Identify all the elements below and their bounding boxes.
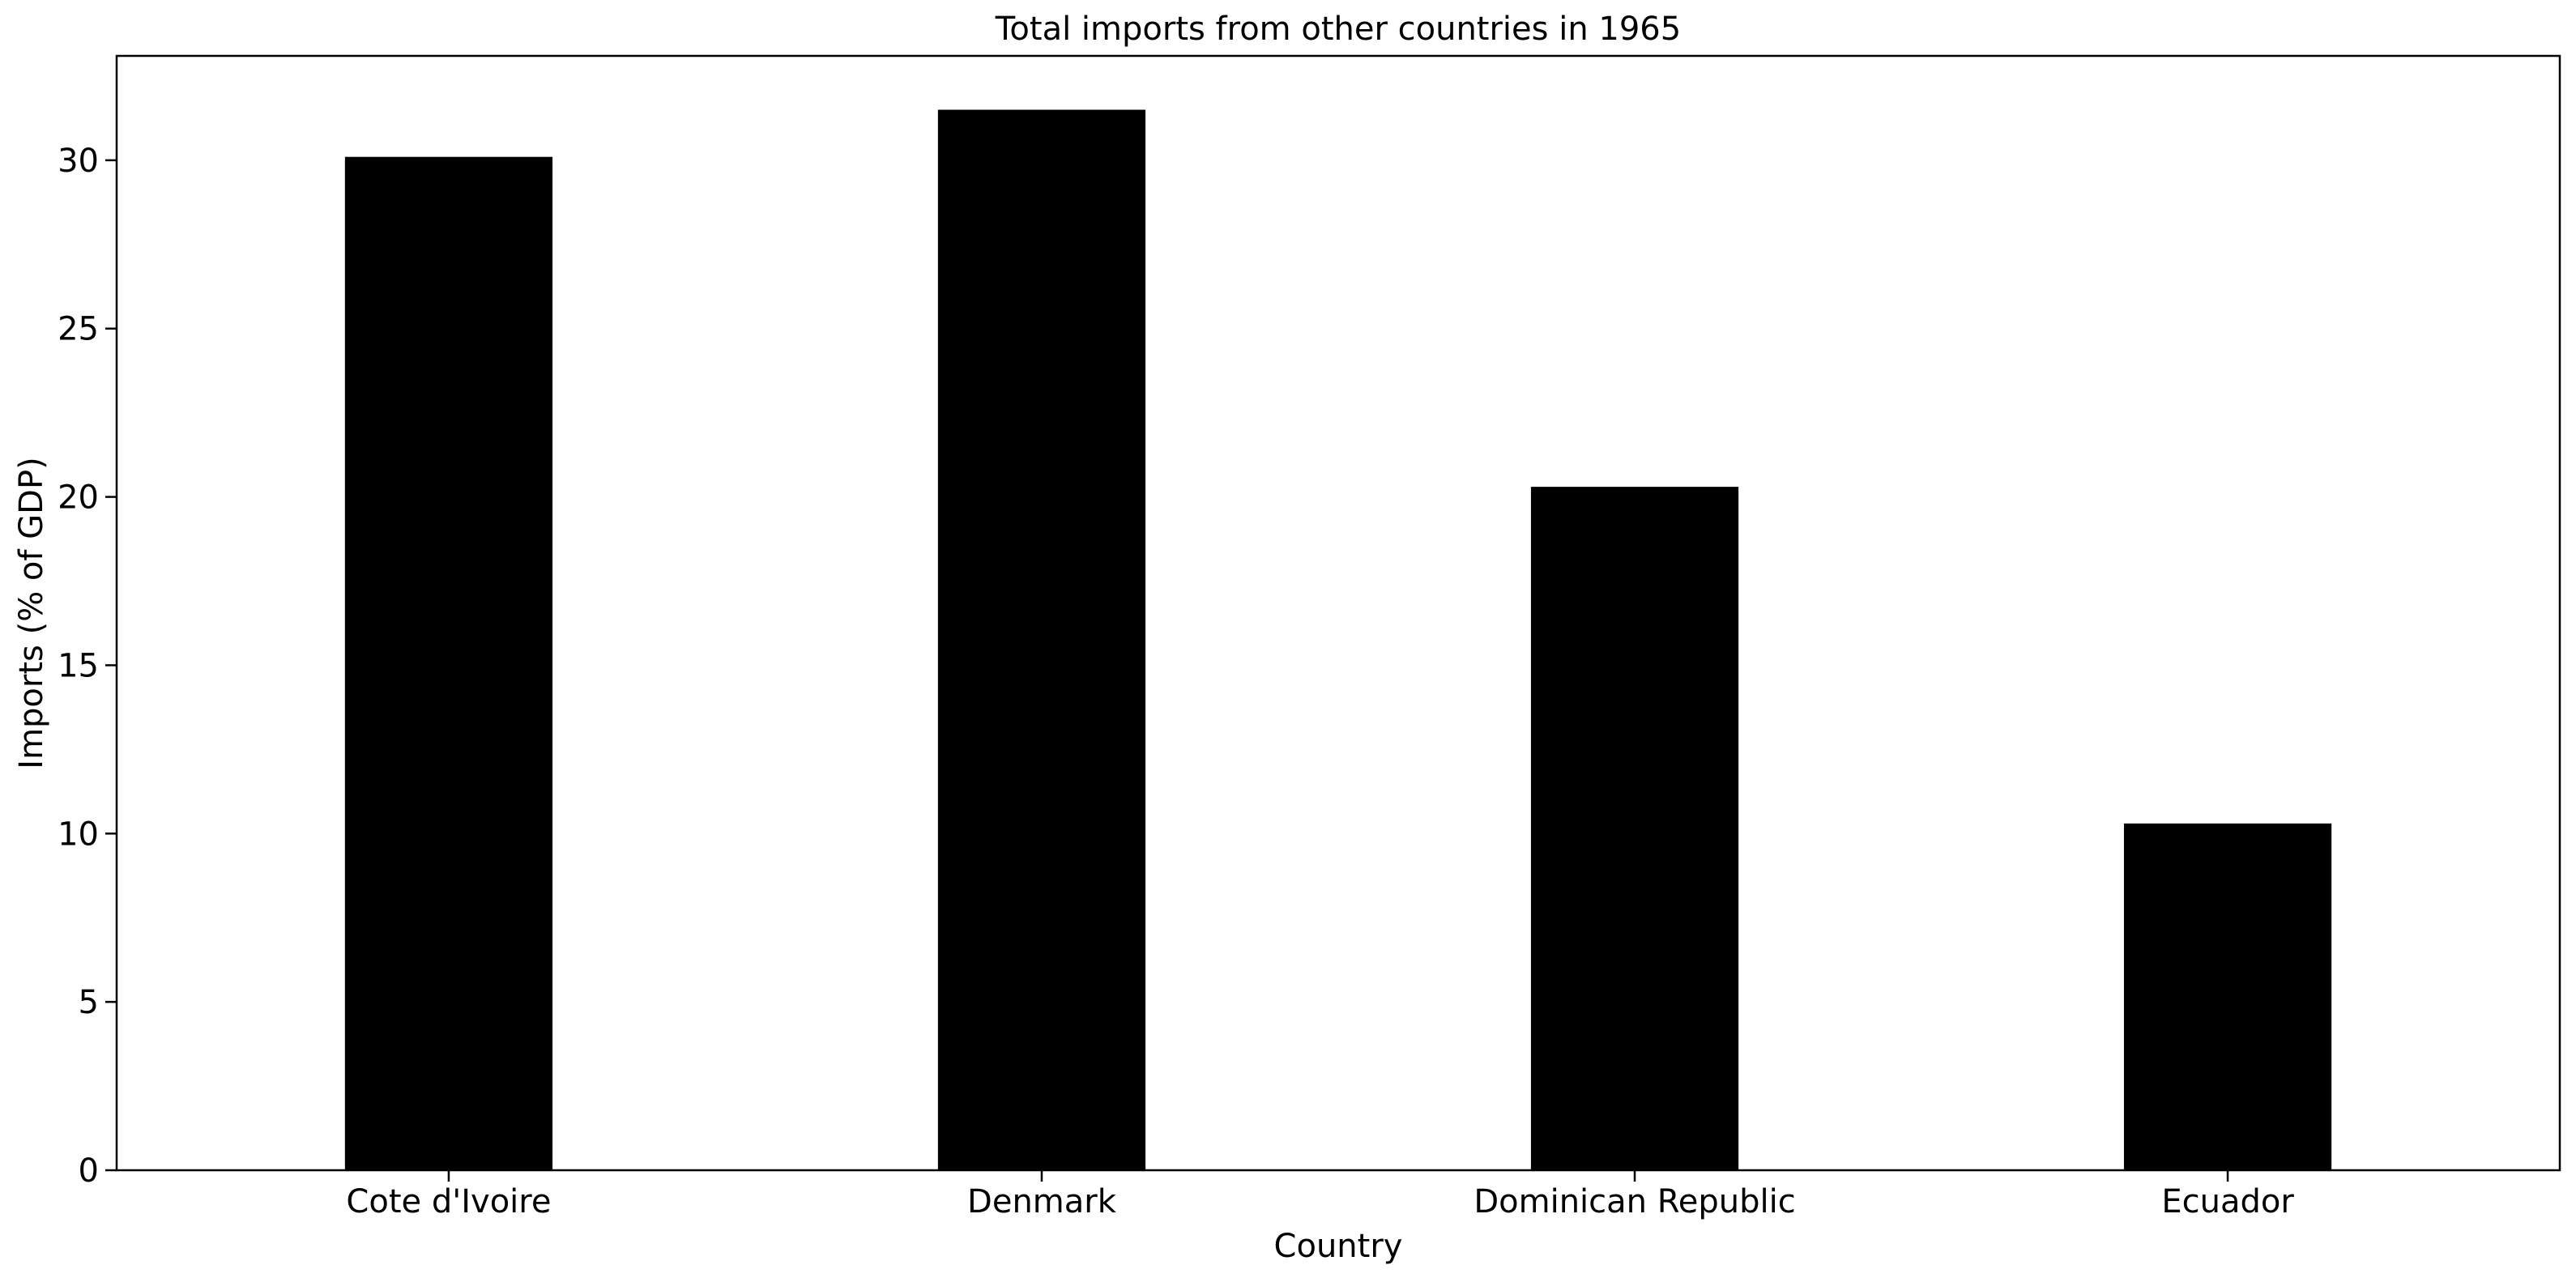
y-tick-label: 0 xyxy=(79,1152,99,1190)
y-tick-label: 5 xyxy=(79,984,99,1021)
bars-layer xyxy=(344,109,2332,1171)
y-axis: 0 5 10 15 20 25 30 xyxy=(58,143,117,1190)
y-tick-label: 30 xyxy=(58,143,99,180)
x-tick-label: Denmark xyxy=(967,1183,1117,1220)
x-axis-label: Country xyxy=(1274,1228,1403,1265)
x-tick-label: Dominican Republic xyxy=(1474,1183,1795,1220)
y-tick-label: 25 xyxy=(58,311,99,348)
plot-frame xyxy=(115,54,2561,1172)
bar xyxy=(344,156,553,1171)
x-tick-label: Cote d'Ivoire xyxy=(346,1183,551,1220)
y-tick-label: 20 xyxy=(58,479,99,517)
y-axis-label: Imports (% of GDP) xyxy=(13,457,50,769)
chart-title: Total imports from other countries in 19… xyxy=(995,11,1681,48)
bar xyxy=(1530,487,1739,1170)
y-tick-label: 15 xyxy=(58,647,99,684)
bar xyxy=(2123,823,2332,1170)
x-axis: Cote d'Ivoire Denmark Dominican Republic Ec… xyxy=(346,1170,2294,1220)
x-tick-label: Ecuador xyxy=(2161,1183,2294,1220)
bar xyxy=(937,109,1146,1170)
y-tick-label: 10 xyxy=(58,816,99,853)
